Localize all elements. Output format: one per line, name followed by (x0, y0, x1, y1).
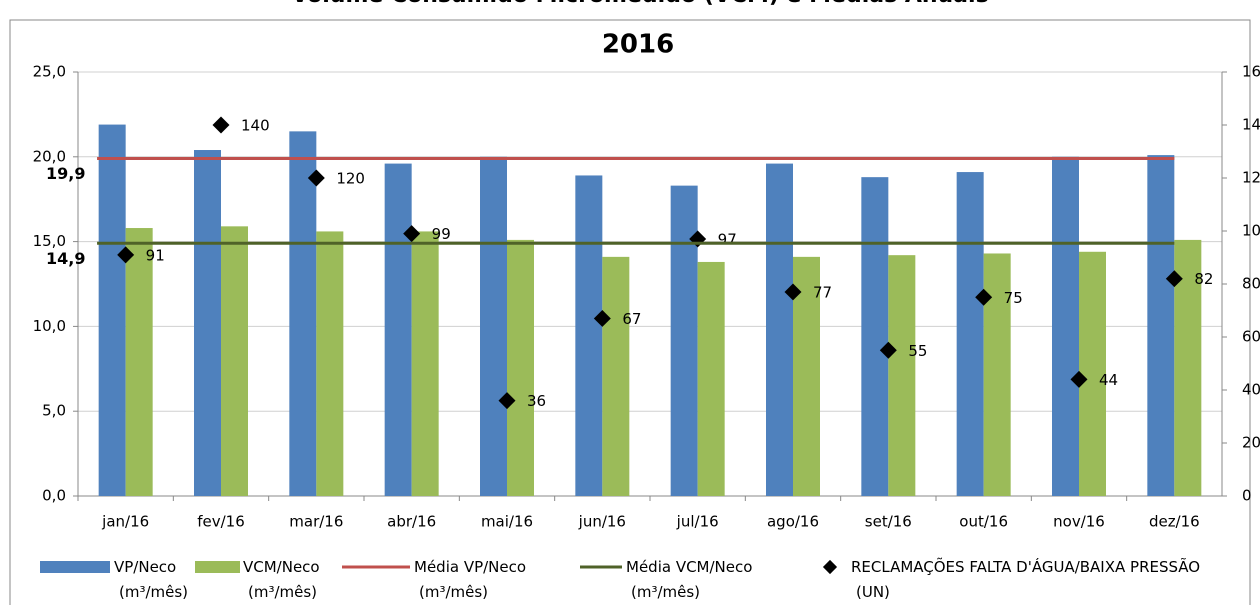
y2-tick-label: 60 (1242, 328, 1260, 346)
bar (384, 163, 412, 497)
x-tick-label: dez/16 (1149, 513, 1200, 531)
legend-label: VCM/Neco (m³/mês) (243, 558, 320, 601)
bar (697, 261, 725, 496)
y2-tick-label: 140 (1242, 116, 1260, 134)
x-tick-label: fev/16 (197, 513, 245, 531)
bar (125, 228, 153, 497)
y-tick-label: 20,0 (33, 147, 66, 165)
data-label: 140 (241, 117, 270, 135)
data-label: 55 (908, 342, 927, 360)
bar (316, 231, 344, 496)
bar (602, 256, 630, 496)
bar (411, 231, 439, 496)
legend-swatch (195, 561, 240, 573)
marker (975, 288, 993, 306)
y-tick-label: 25,0 (33, 63, 66, 81)
legend-label: VP/Neco (m³/mês) (114, 558, 188, 601)
chart-title: 2016 (602, 30, 674, 60)
bar (1079, 251, 1106, 496)
x-tick-label: nov/16 (1053, 513, 1105, 531)
y2-tick-label: 40 (1242, 381, 1260, 399)
data-label: 97 (718, 230, 737, 248)
bar (480, 156, 507, 497)
y2-tick-label: 160 (1242, 63, 1260, 81)
bar (1052, 156, 1079, 497)
data-label: 120 (336, 170, 365, 188)
x-tick-label: ago/16 (767, 513, 819, 531)
x-tick-label: mai/16 (481, 513, 533, 531)
bar (888, 255, 916, 496)
bar (98, 124, 126, 497)
marker (307, 169, 325, 187)
bar (670, 185, 698, 496)
data-label: 75 (1004, 289, 1023, 307)
average-label: 19,9 (46, 164, 85, 183)
x-tick-label: jul/16 (676, 513, 719, 531)
bar (289, 131, 317, 497)
marker (212, 116, 230, 134)
x-tick-label: jun/16 (578, 513, 626, 531)
bar (221, 226, 248, 496)
data-label: 36 (527, 392, 546, 410)
legend-swatch (822, 559, 838, 575)
x-tick-label: mar/16 (289, 513, 343, 531)
data-label: 91 (146, 246, 165, 264)
bar (861, 177, 889, 497)
marker (593, 309, 611, 327)
bar (1147, 155, 1175, 496)
marker (784, 283, 802, 301)
data-label: 77 (813, 283, 832, 301)
data-label: 99 (432, 225, 451, 243)
bar (766, 163, 793, 497)
x-tick-label: abr/16 (387, 513, 436, 531)
legend-label: RECLAMAÇÕES FALTA D'ÁGUA/BAIXA PRESSÃO (U… (851, 557, 1200, 601)
y2-tick-label: 0 (1242, 487, 1252, 505)
marker (879, 341, 897, 359)
x-tick-label: set/16 (865, 513, 912, 531)
data-label: 67 (622, 310, 641, 328)
y2-tick-label: 120 (1242, 169, 1260, 187)
data-label: 82 (1194, 270, 1213, 288)
bar (194, 150, 221, 497)
y-tick-label: 5,0 (42, 402, 66, 420)
x-tick-label: jan/16 (101, 513, 149, 531)
marker (498, 392, 516, 410)
header-title: Volume Consumido Micromedido (VCM) e Méd… (291, 0, 988, 8)
bar (507, 239, 534, 497)
data-label: 44 (1099, 371, 1118, 389)
y2-tick-label: 100 (1242, 222, 1260, 240)
marker (403, 225, 421, 243)
chart-border (9, 19, 1251, 605)
y-tick-label: 15,0 (33, 232, 66, 250)
bar (793, 256, 820, 496)
y-tick-label: 0,0 (42, 487, 66, 505)
legend-swatch (40, 561, 110, 573)
average-label: 14,9 (46, 249, 85, 268)
legend-label: Média VP/Neco (m³/mês) (414, 558, 526, 601)
y2-tick-label: 80 (1242, 275, 1260, 293)
bar (956, 172, 984, 496)
y2-tick-label: 20 (1242, 434, 1260, 452)
y-tick-label: 10,0 (33, 317, 66, 335)
bar (575, 175, 603, 496)
legend-label: Média VCM/Neco (m³/mês) (626, 558, 752, 601)
x-tick-label: out/16 (959, 513, 1008, 531)
